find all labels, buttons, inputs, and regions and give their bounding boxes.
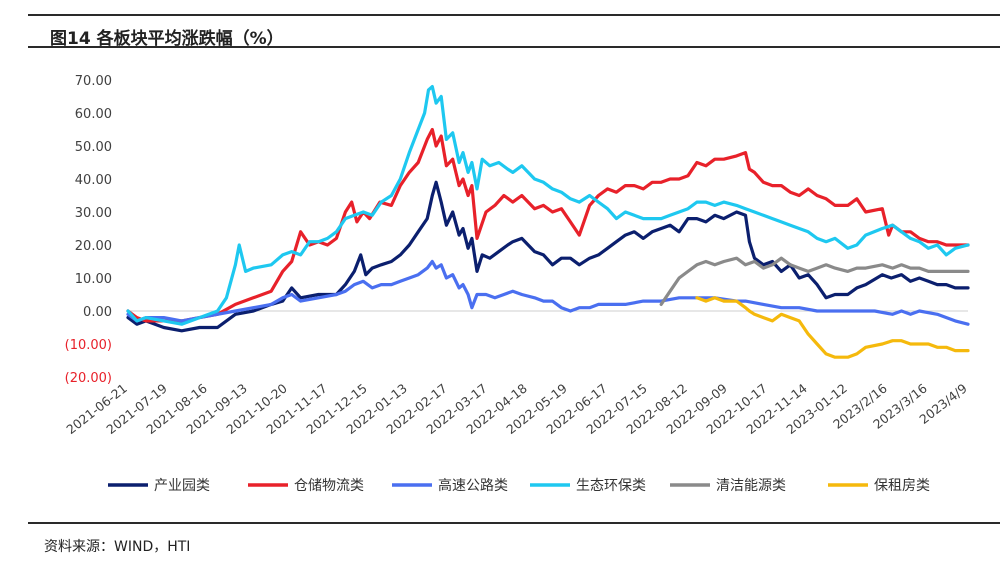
y-tick-label: 0.00 <box>83 305 112 320</box>
legend-label: 高速公路类 <box>438 477 508 494</box>
y-tick-label: 10.00 <box>75 272 112 287</box>
legend-label: 生态环保类 <box>576 478 646 494</box>
legend-label: 清洁能源类 <box>716 478 786 494</box>
legend-label: 保租房类 <box>874 478 930 494</box>
legend: 产业园类 仓储物流类 高速公路类 生态环保类 清洁能源类 保租房类 <box>108 477 930 494</box>
y-tick-label: (20.00) <box>65 371 112 386</box>
series-line-0 <box>126 180 970 333</box>
bottom-rule <box>28 522 1000 524</box>
y-tick-label: 60.00 <box>75 107 112 122</box>
top-rule <box>28 14 1000 16</box>
y-tick-label: 50.00 <box>75 140 112 155</box>
legend-label: 仓储物流类 <box>294 478 364 494</box>
series-line-1 <box>126 127 970 323</box>
source-note: 资料来源：WIND，HTI <box>44 539 191 555</box>
chart-title: 图14 各板块平均涨跌幅（%） <box>50 29 284 49</box>
line-chart: 70.00 60.00 50.00 40.00 30.00 20.00 10.00 0.00 (… <box>63 74 970 494</box>
y-axis-labels: 70.00 60.00 50.00 40.00 30.00 20.00 10.00 0.00 (… <box>65 74 112 386</box>
x-axis-labels: 2021-06-212021-07-192021-08-162021-09-13… <box>63 381 970 438</box>
series-lines <box>126 85 970 359</box>
y-tick-label: 40.00 <box>75 173 112 188</box>
series-line-4 <box>659 256 970 306</box>
series-line-3 <box>126 85 970 326</box>
title-rule <box>28 46 1000 48</box>
series-line-5 <box>695 296 970 359</box>
y-tick-label: 20.00 <box>75 239 112 254</box>
y-tick-label: 30.00 <box>75 206 112 221</box>
legend-label: 产业园类 <box>154 478 210 494</box>
y-tick-label: (10.00) <box>65 338 112 353</box>
series-line-2 <box>126 259 970 326</box>
y-tick-label: 70.00 <box>75 74 112 89</box>
